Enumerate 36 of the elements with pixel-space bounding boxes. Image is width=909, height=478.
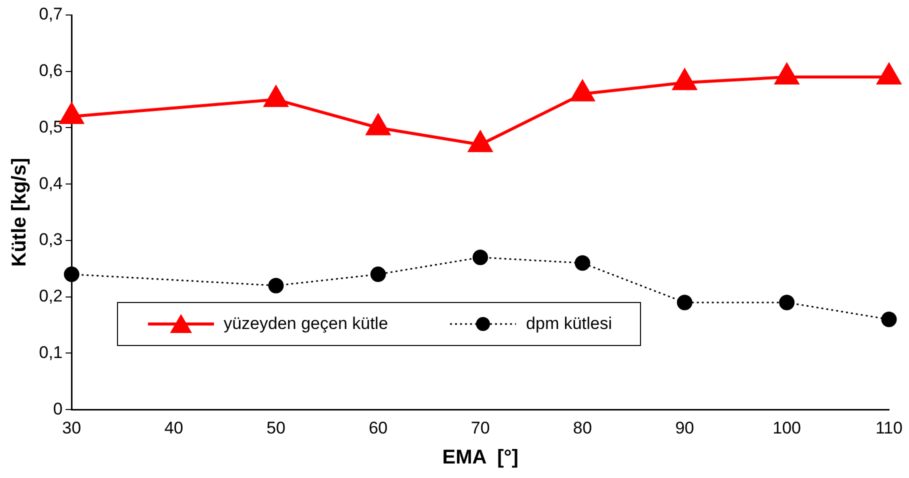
y-tick-label: 0,2 (38, 286, 63, 306)
x-tick-label: 50 (266, 418, 286, 438)
y-tick-label: 0,3 (38, 230, 63, 250)
point (676, 294, 692, 310)
point (877, 64, 901, 85)
y-tick-label: 0,6 (38, 61, 63, 80)
point (672, 69, 697, 90)
point (779, 294, 795, 310)
x-tick-label: 60 (368, 418, 388, 438)
point (472, 250, 488, 266)
point (468, 131, 492, 152)
x-tick-label: 70 (470, 418, 490, 438)
y-axis-title: Kütle [kg/s] (8, 158, 31, 267)
y-tick-label: 0 (53, 399, 63, 418)
x-tick-label: 90 (675, 418, 694, 438)
x-tick-label: 110 (875, 418, 903, 438)
y-tick-label: 0,5 (38, 117, 63, 136)
x-tick-label: 40 (164, 418, 184, 438)
x-tick-label: 80 (573, 418, 592, 438)
y-tick-label: 0,7 (38, 4, 63, 24)
legend-label: dpm kütlesi (526, 314, 612, 334)
point (574, 255, 590, 271)
point (774, 64, 799, 85)
point (64, 266, 80, 282)
x-axis-title: EMA [°] (442, 446, 518, 469)
point (881, 312, 897, 328)
y-tick-label: 0,1 (38, 342, 63, 362)
x-tick-label: 100 (772, 418, 802, 438)
point (268, 278, 284, 294)
legend-label: yüzeyden geçen kütle (224, 314, 388, 334)
point (570, 80, 594, 102)
y-tick-label: 0,4 (38, 174, 63, 193)
point (370, 266, 386, 282)
point (366, 114, 390, 136)
x-tick-label: 30 (62, 418, 82, 438)
point (264, 86, 288, 108)
